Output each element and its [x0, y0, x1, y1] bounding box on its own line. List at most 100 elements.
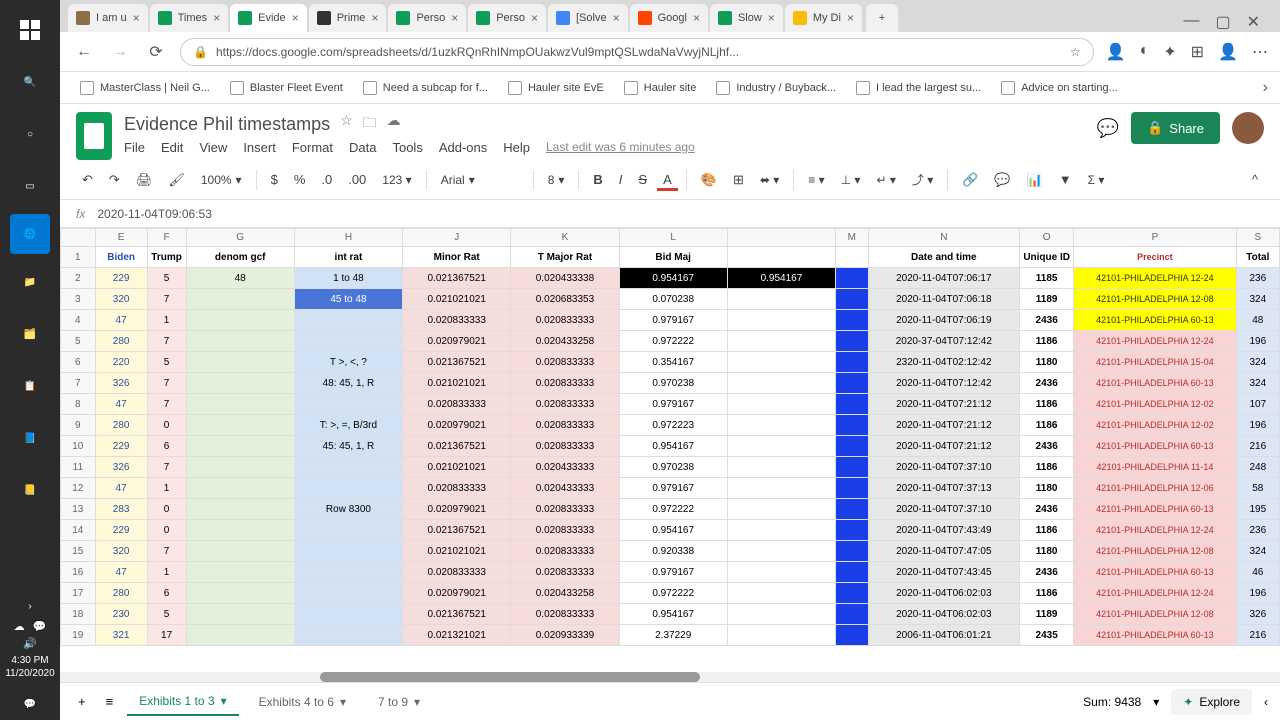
cell[interactable]: 0.020979021: [403, 331, 511, 352]
cell[interactable]: 0.972223: [619, 415, 727, 436]
cell[interactable]: [836, 499, 868, 520]
cell[interactable]: [727, 583, 835, 604]
col-header[interactable]: [727, 229, 835, 247]
cell[interactable]: 1180: [1020, 352, 1074, 373]
cell[interactable]: 196: [1236, 583, 1279, 604]
cell[interactable]: 58: [1236, 478, 1279, 499]
menu-item[interactable]: Insert: [243, 140, 276, 155]
cell[interactable]: [727, 436, 835, 457]
cell[interactable]: 6: [147, 583, 186, 604]
row-header[interactable]: 10: [61, 436, 96, 457]
cell[interactable]: [294, 520, 402, 541]
maximize-button[interactable]: ▢: [1215, 12, 1230, 32]
spreadsheet[interactable]: EFGHJKLMNOPS1BidenTrumpdenom gcfint ratM…: [60, 228, 1280, 672]
cell[interactable]: 1180: [1020, 478, 1074, 499]
cell[interactable]: 46: [1236, 562, 1279, 583]
cell[interactable]: 1186: [1020, 520, 1074, 541]
cell[interactable]: [294, 394, 402, 415]
cell[interactable]: Bid Maj: [619, 247, 727, 268]
cell[interactable]: 42101-PHILADELPHIA 12-02: [1074, 415, 1236, 436]
cell[interactable]: Minor Rat: [403, 247, 511, 268]
new-tab-button[interactable]: +: [866, 4, 898, 32]
cell[interactable]: 2020-11-04T07:21:12: [868, 415, 1020, 436]
cell[interactable]: 0.021021021: [403, 457, 511, 478]
cell[interactable]: 0.021367521: [403, 352, 511, 373]
cell[interactable]: 0.954167: [619, 520, 727, 541]
cell[interactable]: 0.954167: [619, 604, 727, 625]
cell[interactable]: 248: [1236, 457, 1279, 478]
comment-button[interactable]: 💬: [988, 168, 1016, 192]
cell[interactable]: 229: [95, 436, 147, 457]
cell[interactable]: 0.920338: [619, 541, 727, 562]
cell[interactable]: [836, 373, 868, 394]
tray-icon[interactable]: ☁: [14, 620, 25, 633]
close-icon[interactable]: ×: [613, 11, 620, 25]
zoom-select[interactable]: 100% ▾: [195, 171, 248, 189]
currency-button[interactable]: $: [265, 168, 284, 191]
menu-item[interactable]: Format: [292, 140, 333, 155]
cell[interactable]: [727, 457, 835, 478]
cell[interactable]: 220: [95, 352, 147, 373]
cell[interactable]: 0.354167: [619, 352, 727, 373]
cell[interactable]: 7: [147, 289, 186, 310]
row-header[interactable]: 1: [61, 247, 96, 268]
cell[interactable]: T: >, =, B/3rd: [294, 415, 402, 436]
cell[interactable]: [836, 352, 868, 373]
cell[interactable]: 42101-PHILADELPHIA 60-13: [1074, 436, 1236, 457]
cell[interactable]: 42101-PHILADELPHIA 11-14: [1074, 457, 1236, 478]
cell[interactable]: [836, 310, 868, 331]
cell[interactable]: 324: [1236, 289, 1279, 310]
cell[interactable]: [727, 562, 835, 583]
col-header[interactable]: E: [95, 229, 147, 247]
cell[interactable]: [186, 352, 294, 373]
cell[interactable]: [727, 394, 835, 415]
cell[interactable]: 0.020833333: [511, 310, 619, 331]
cell[interactable]: [836, 604, 868, 625]
row-header[interactable]: 17: [61, 583, 96, 604]
cell[interactable]: 0.979167: [619, 562, 727, 583]
minimize-button[interactable]: —: [1183, 12, 1199, 32]
cell[interactable]: 5: [147, 604, 186, 625]
profile-icon[interactable]: 👤: [1106, 42, 1126, 62]
search-icon[interactable]: 🔍: [6, 58, 54, 106]
cell[interactable]: [836, 520, 868, 541]
merge-button[interactable]: ⬌ ▾: [754, 171, 785, 189]
cell[interactable]: 324: [1236, 541, 1279, 562]
paint-format-button[interactable]: 🖌: [162, 168, 191, 192]
row-header[interactable]: 12: [61, 478, 96, 499]
cell[interactable]: [186, 499, 294, 520]
cell[interactable]: 0.020979021: [403, 583, 511, 604]
cell[interactable]: 1186: [1020, 457, 1074, 478]
cell[interactable]: Total: [1236, 247, 1279, 268]
sheet-tab[interactable]: Exhibits 4 to 6 ▾: [247, 689, 358, 715]
borders-button[interactable]: ⊞: [727, 168, 750, 192]
cell[interactable]: [727, 520, 835, 541]
redo-button[interactable]: ↷: [103, 168, 126, 192]
cell[interactable]: 320: [95, 541, 147, 562]
close-icon[interactable]: ×: [768, 11, 775, 25]
cell[interactable]: 2320-11-04T02:12:42: [868, 352, 1020, 373]
cell[interactable]: [836, 562, 868, 583]
col-header[interactable]: F: [147, 229, 186, 247]
cell[interactable]: [294, 583, 402, 604]
cell[interactable]: 42101-PHILADELPHIA 12-24: [1074, 520, 1236, 541]
size-select[interactable]: 8 ▾: [542, 171, 571, 189]
undo-button[interactable]: ↶: [76, 168, 99, 192]
cell[interactable]: 42101-PHILADELPHIA 12-24: [1074, 331, 1236, 352]
menu-item[interactable]: File: [124, 140, 145, 155]
cell[interactable]: 2.37229: [619, 625, 727, 646]
cell[interactable]: 2020-11-04T07:43:45: [868, 562, 1020, 583]
doc-title[interactable]: Evidence Phil timestamps: [124, 114, 330, 135]
cell[interactable]: [294, 331, 402, 352]
cell[interactable]: 1 to 48: [294, 268, 402, 289]
cell[interactable]: [186, 289, 294, 310]
cell[interactable]: 0.020433258: [511, 583, 619, 604]
cell[interactable]: [294, 310, 402, 331]
col-header[interactable]: L: [619, 229, 727, 247]
forward-button[interactable]: →: [108, 40, 132, 64]
bold-button[interactable]: B: [587, 168, 608, 191]
functions-button[interactable]: Σ ▾: [1082, 171, 1111, 189]
cell[interactable]: 2436: [1020, 562, 1074, 583]
close-icon[interactable]: ×: [531, 11, 538, 25]
extension-icon[interactable]: ◐: [1140, 42, 1150, 62]
